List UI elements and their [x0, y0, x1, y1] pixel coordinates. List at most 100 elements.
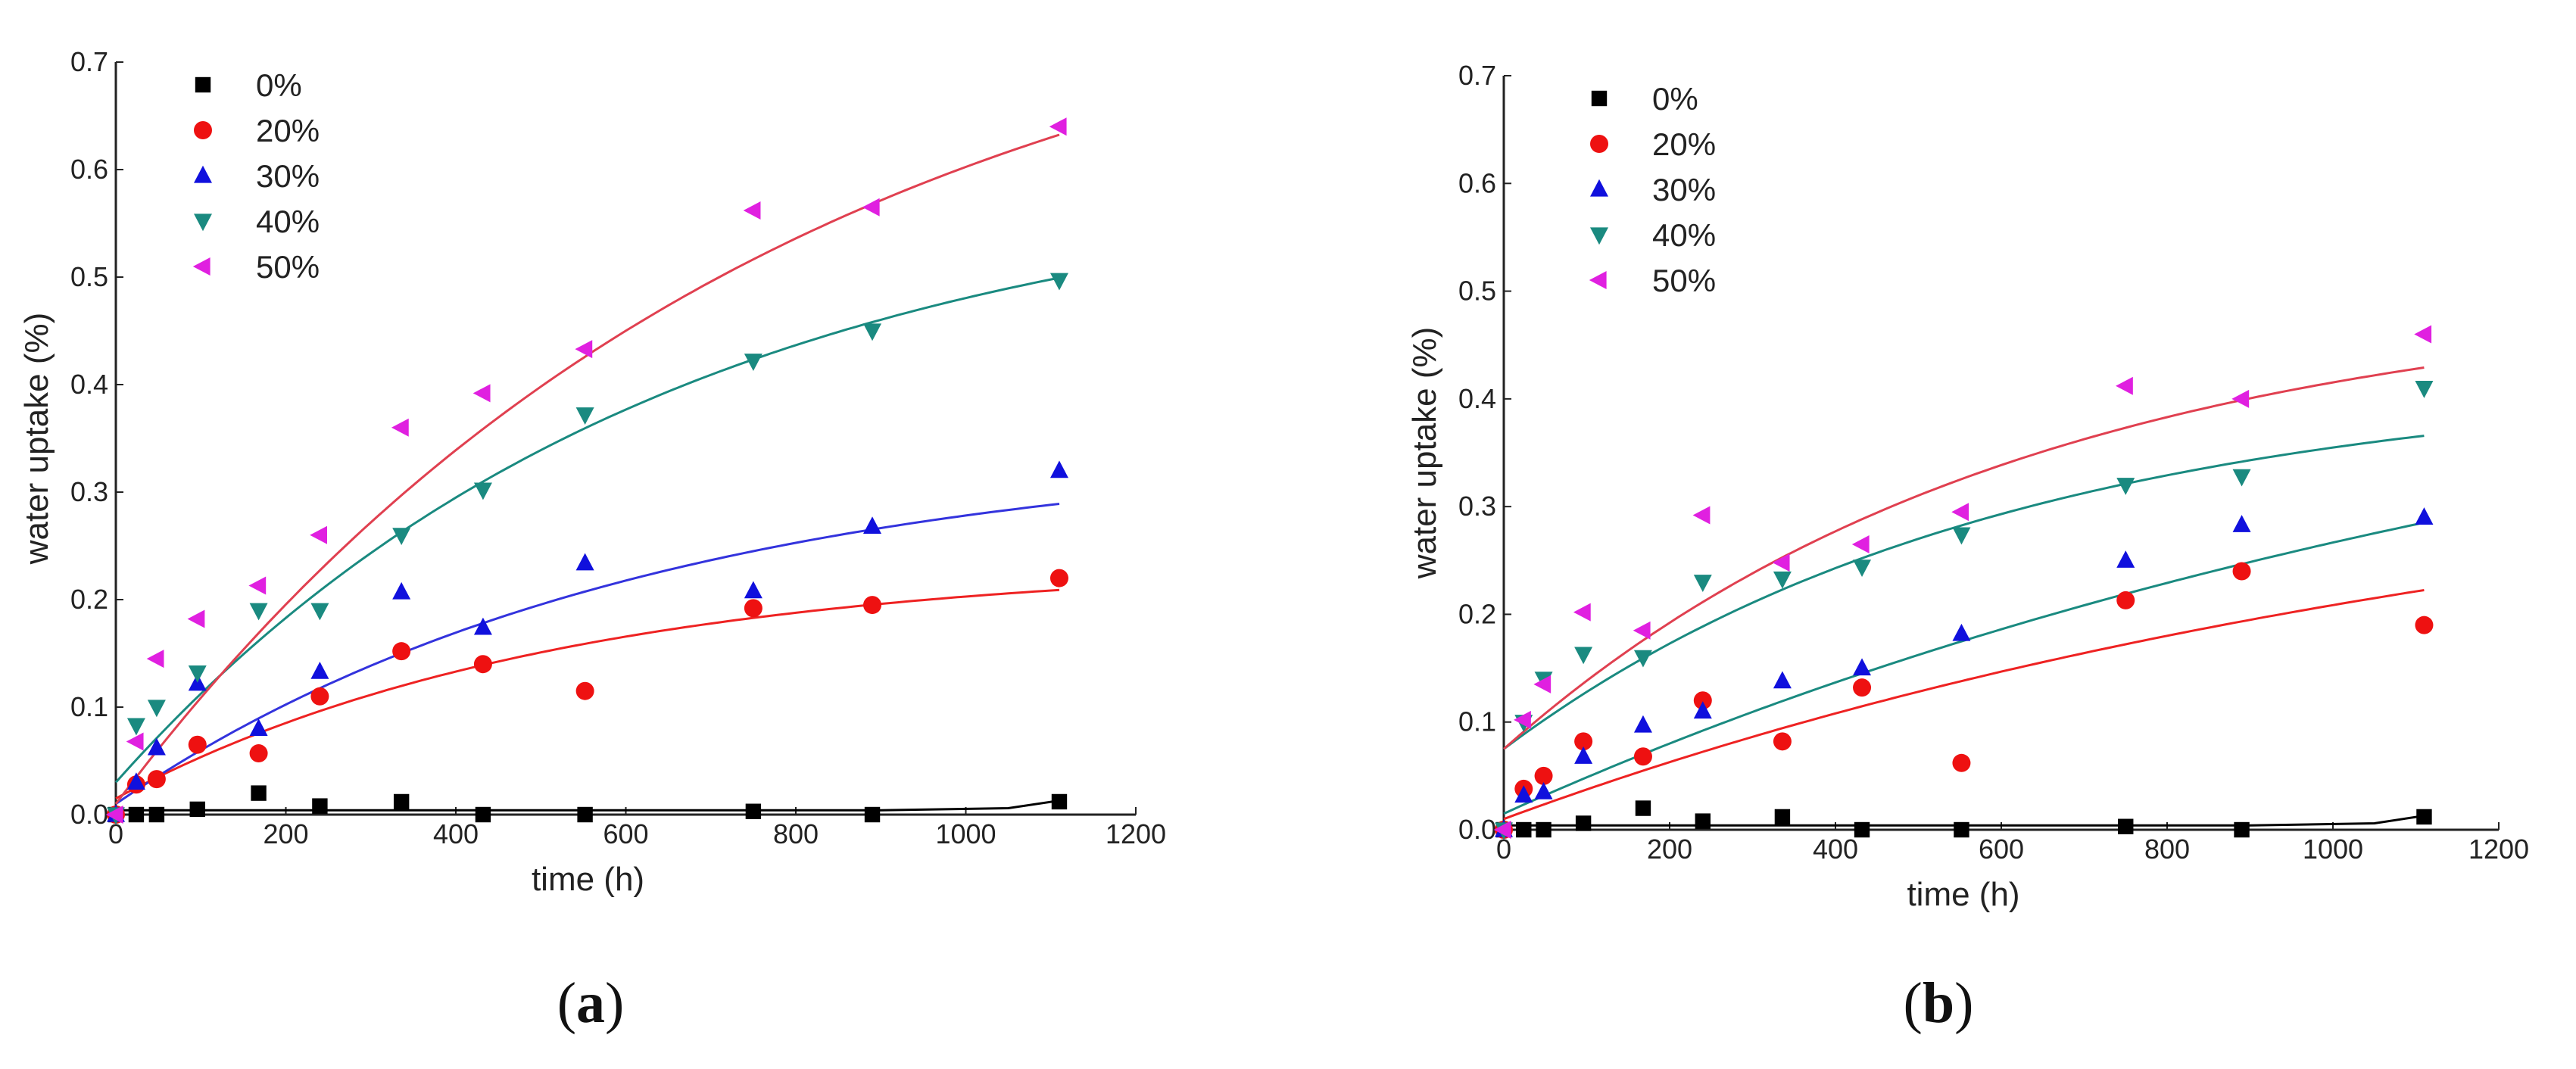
data-point-50pct	[1514, 710, 1531, 729]
data-point-50pct	[1573, 603, 1591, 622]
fit-line-20pct	[1503, 589, 2425, 821]
x-axis-label: time (h)	[532, 861, 644, 898]
panel-label-open: (	[1904, 971, 1923, 1035]
data-point-30pct	[1853, 658, 1872, 676]
legend-marker-50pct	[192, 257, 211, 276]
x-tick-label: 600	[1979, 834, 2024, 865]
data-point-50pct	[146, 650, 164, 669]
data-point-30pct	[1049, 460, 1068, 478]
legend-label: 0%	[256, 67, 302, 103]
data-point-0pct	[1774, 809, 1791, 825]
data-point-50pct	[126, 732, 144, 751]
fit-line-40pct	[114, 276, 1060, 784]
data-point-20pct	[2116, 591, 2135, 609]
data-point-40pct	[2415, 381, 2434, 398]
data-point-40pct	[249, 603, 268, 621]
data-point-20pct	[2232, 562, 2251, 581]
panel-label: (b)	[1904, 971, 1974, 1035]
data-point-30pct	[1693, 701, 1712, 719]
data-point-20pct	[744, 599, 763, 618]
data-point-0pct	[1516, 821, 1532, 838]
x-tick-label: 200	[263, 818, 308, 849]
data-point-40pct	[188, 665, 207, 683]
data-point-30pct	[392, 581, 411, 600]
data-point-40pct	[1952, 527, 1971, 545]
legend-label: 20%	[1652, 126, 1716, 162]
data-point-50pct	[2231, 389, 2250, 408]
data-point-30pct	[1514, 785, 1533, 803]
y-tick-label: 0.3	[1458, 491, 1496, 522]
fit-line-40pct	[1503, 435, 2425, 750]
data-point-0pct	[864, 806, 881, 823]
data-point-40pct	[1853, 559, 1872, 578]
legend-marker-40pct	[1590, 227, 1608, 245]
data-point-30pct	[249, 718, 268, 736]
chart-panel-b: 0 200 400 600 800 1000 1200 0.0 0.1 0.2 0.3 0.4 0.5 0…	[1406, 60, 2529, 1035]
legend-marker-30pct	[1590, 179, 1608, 197]
legend-label: 50%	[256, 249, 320, 285]
data-point-40pct	[473, 482, 492, 500]
data-point-30pct	[1534, 782, 1553, 799]
legend-label: 40%	[256, 204, 320, 239]
data-point-30pct	[2415, 507, 2434, 525]
data-point-50pct	[1533, 675, 1552, 693]
y-tick-label: 0.3	[70, 476, 108, 507]
x-tick-label: 1200	[1106, 818, 1166, 849]
data-point-50pct	[1493, 821, 1511, 839]
data-point-40pct	[1633, 650, 1652, 668]
data-point-0pct	[2234, 821, 2250, 838]
legend-label: 40%	[1652, 217, 1716, 253]
x-tick-label: 0	[108, 818, 123, 849]
data-point-50pct	[1772, 553, 1790, 572]
data-point-20pct	[863, 596, 882, 615]
data-point-30pct	[473, 617, 492, 635]
y-tick-label: 0.2	[70, 584, 108, 615]
y-tick-label: 0.5	[70, 261, 108, 292]
data-point-30pct	[2232, 515, 2251, 532]
data-point-40pct	[1693, 575, 1712, 592]
data-point-30pct	[1633, 715, 1652, 733]
panel-label-close: )	[1954, 971, 1973, 1035]
data-point-50pct	[105, 806, 123, 824]
data-point-0pct	[2118, 818, 2134, 834]
y-axis-label: water uptake (%)	[1406, 327, 1443, 580]
data-point-0pct	[1854, 821, 1870, 838]
y-tick-label: 0.2	[1458, 598, 1496, 629]
legend-label: 30%	[256, 158, 320, 194]
data-point-30pct	[310, 661, 329, 679]
data-point-40pct	[1773, 571, 1792, 589]
data-point-0pct	[312, 798, 328, 814]
y-tick-label: 0.0	[70, 799, 108, 830]
y-tick-label: 0.4	[1458, 383, 1496, 414]
x-axis-label: time (h)	[1907, 876, 2019, 913]
legend-label: 20%	[256, 113, 320, 148]
data-point-30pct	[1773, 671, 1792, 689]
x-tick-label: 1000	[935, 818, 996, 849]
data-point-20pct	[147, 770, 166, 789]
x-tick-label: 1000	[2303, 834, 2363, 865]
data-point-40pct	[1574, 647, 1593, 665]
data-point-50pct	[862, 198, 880, 217]
data-point-30pct	[863, 516, 882, 534]
data-point-20pct	[575, 681, 594, 700]
data-point-0pct	[128, 806, 145, 823]
data-point-0pct	[393, 793, 410, 810]
data-point-0pct	[1695, 813, 1711, 829]
data-point-50pct	[472, 384, 491, 403]
data-point-30pct	[126, 772, 145, 790]
y-tick-label: 0.7	[1458, 60, 1496, 91]
data-point-50pct	[248, 576, 267, 595]
legend-marker-0pct	[195, 76, 211, 93]
data-point-50pct	[310, 525, 327, 544]
data-point-50pct	[2116, 376, 2133, 395]
fit-line-50pct	[1503, 366, 2425, 750]
data-point-30pct	[147, 737, 166, 756]
data-point-40pct	[392, 528, 411, 545]
fit-line-20pct	[115, 588, 1060, 800]
data-point-50pct	[2414, 325, 2432, 344]
data-point-50pct	[743, 201, 761, 220]
data-point-40pct	[575, 407, 594, 425]
fit-line-30pct	[115, 503, 1060, 806]
data-point-30pct	[575, 553, 594, 571]
legend-marker-20pct	[1590, 135, 1608, 153]
